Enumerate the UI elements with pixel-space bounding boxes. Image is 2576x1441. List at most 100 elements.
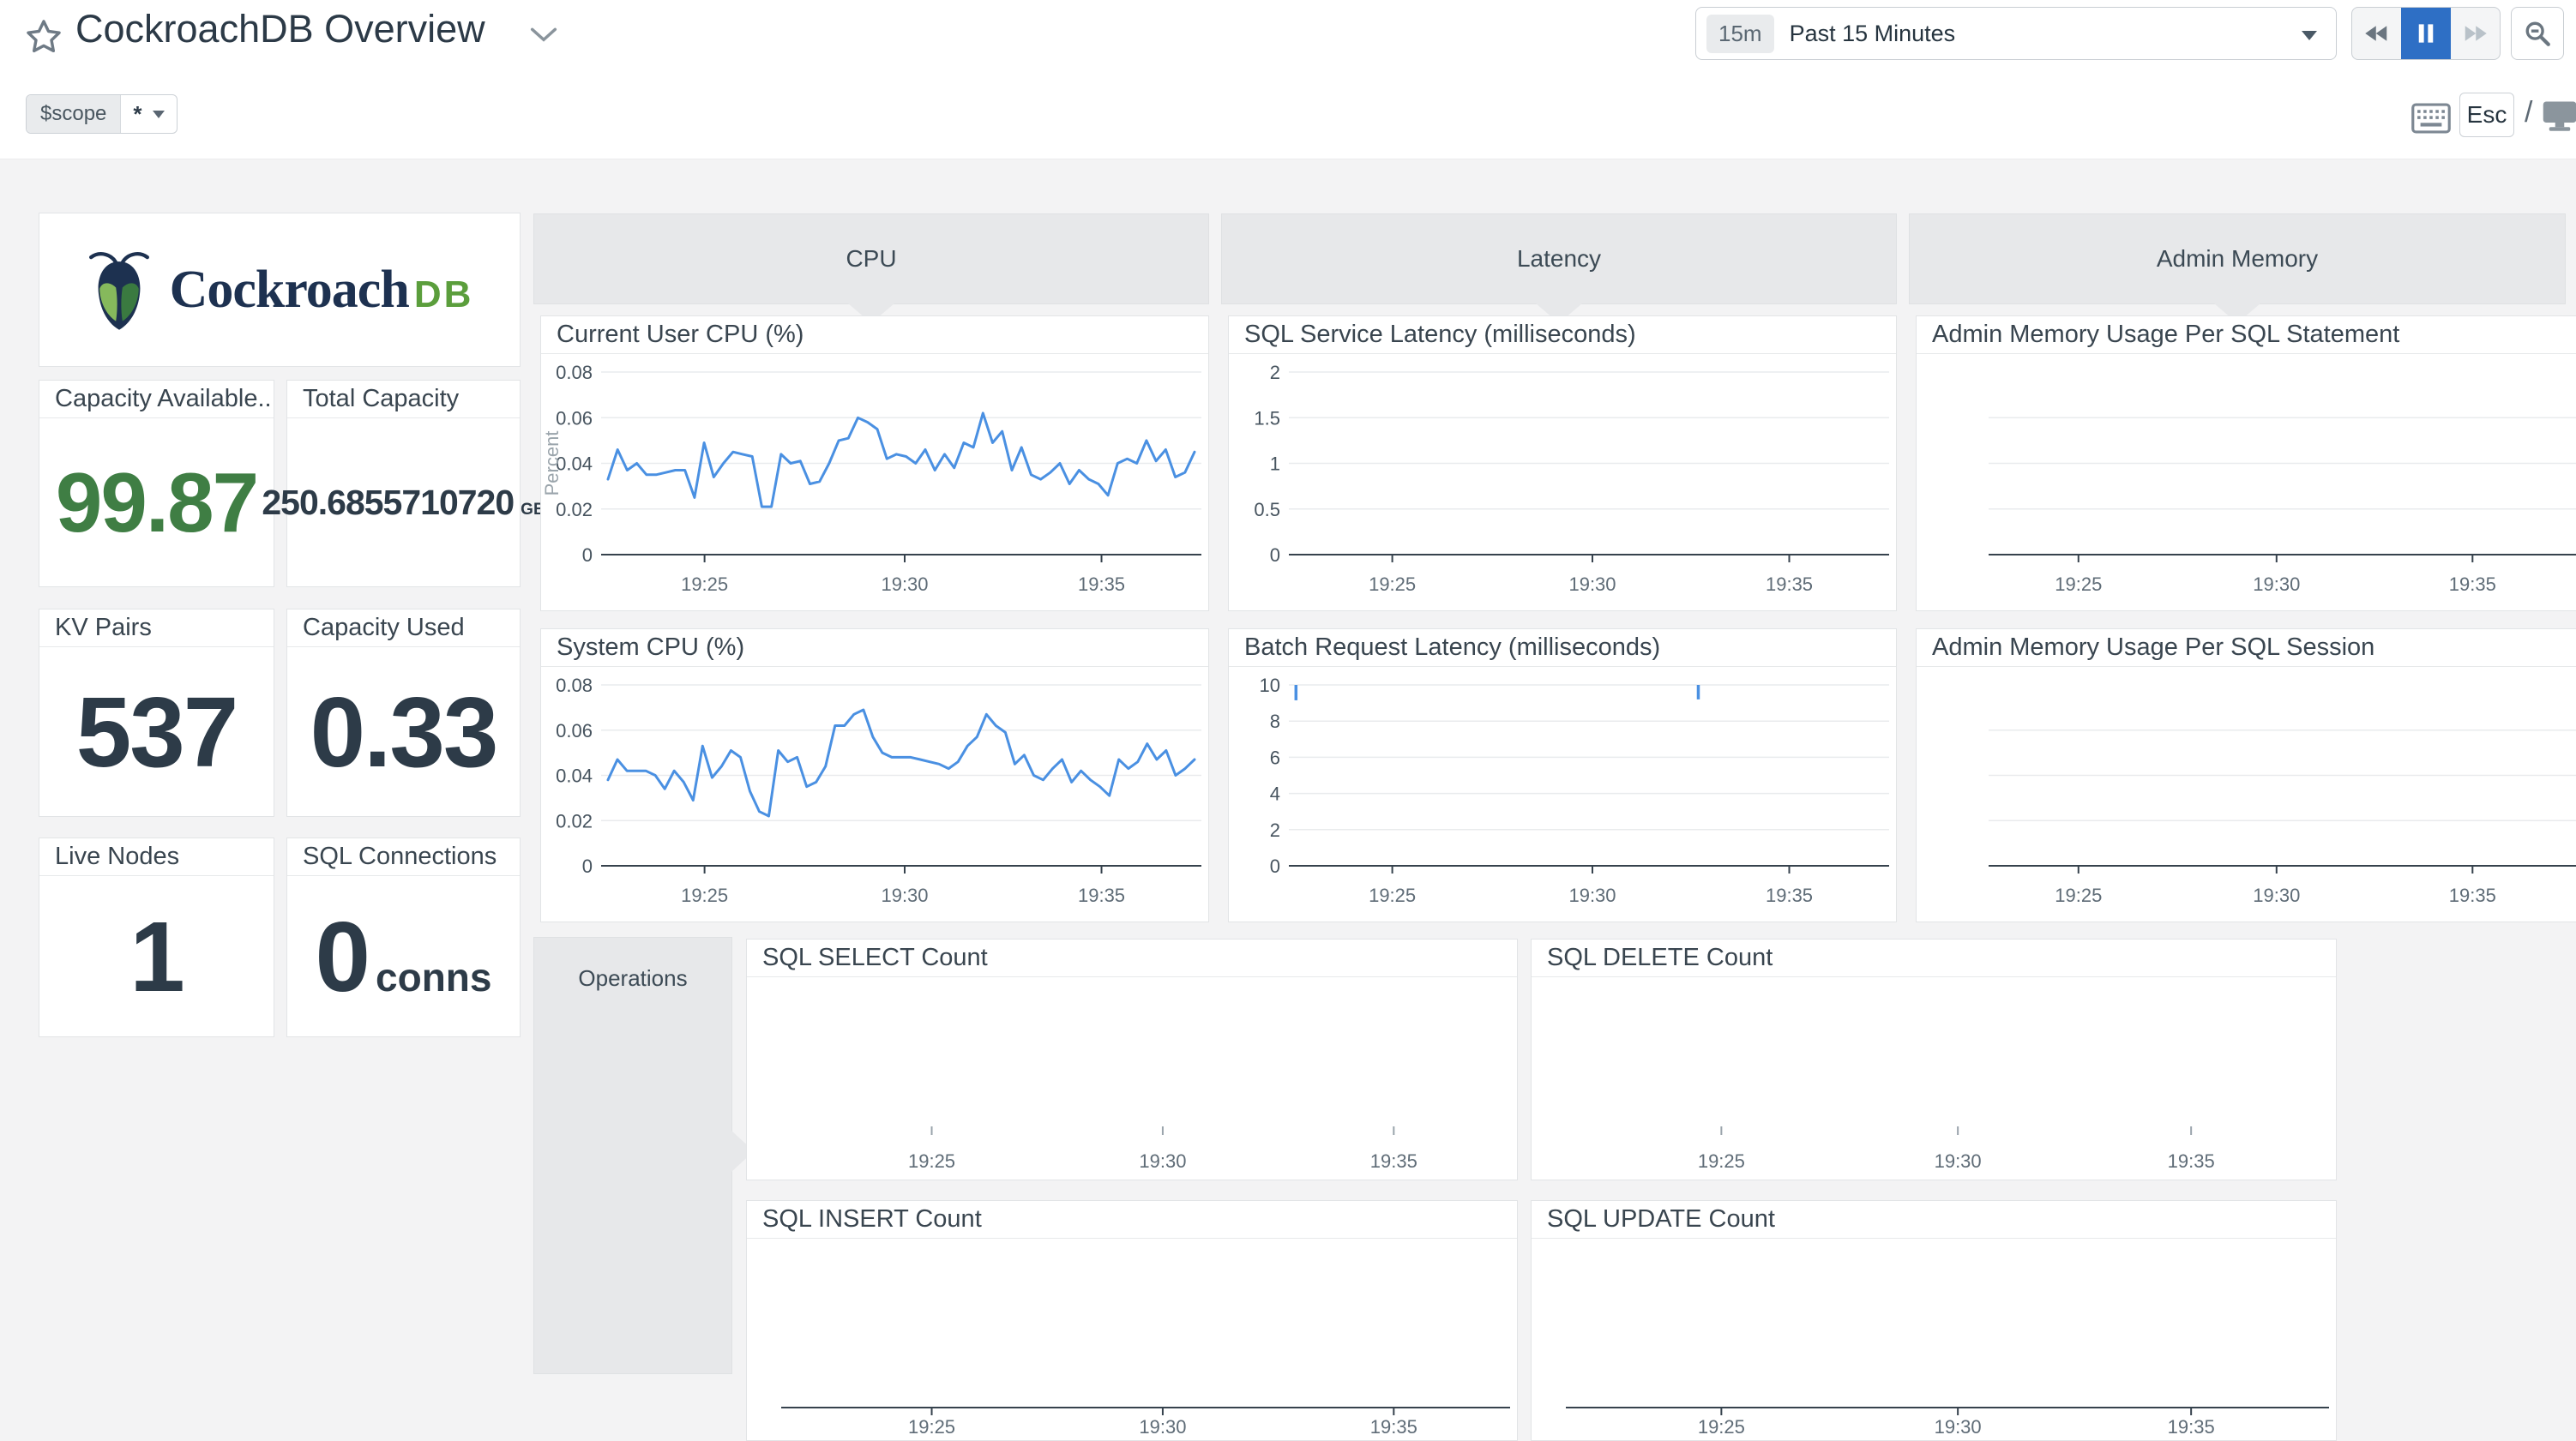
chart-plot[interactable]: 0 2 4 6 8 10 19:25 19:30 19:35: [1229, 668, 1896, 922]
favorite-star-icon[interactable]: [24, 17, 63, 57]
stat-capacity-available: Capacity Available... 99.87: [39, 380, 274, 587]
chart-admin-memory-per-sql-statement[interactable]: Admin Memory Usage Per SQL Statement 19:…: [1916, 315, 2576, 611]
chart-plot[interactable]: 19:25 19:30 19:35: [1532, 1240, 2336, 1440]
chart-plot[interactable]: 19:25 19:30 19:35: [1917, 355, 2576, 610]
chart-title: SQL Service Latency (milliseconds): [1229, 316, 1896, 354]
chart-sql-update-count[interactable]: SQL UPDATE Count 19:25 19:30 19:35: [1531, 1200, 2337, 1441]
chart-title: Admin Memory Usage Per SQL Session: [1917, 629, 2576, 667]
group-header-cpu: CPU: [533, 213, 1209, 323]
svg-text:0.08: 0.08: [556, 362, 593, 383]
svg-text:19:25: 19:25: [908, 1150, 955, 1172]
stat-title: SQL Connections: [287, 838, 520, 876]
svg-text:0.06: 0.06: [556, 407, 593, 429]
group-label: Admin Memory: [2156, 245, 2319, 272]
stat-value: 0.33: [310, 676, 499, 788]
chart-plot[interactable]: 19:25 19:30 19:35: [747, 978, 1517, 1180]
svg-text:10: 10: [1260, 675, 1280, 696]
scope-variable-name: $scope: [27, 95, 122, 133]
pause-button[interactable]: [2401, 8, 2451, 59]
cockroach-bug-icon: [88, 252, 149, 330]
page-title: CockroachDB Overview: [75, 7, 485, 51]
chart-batch-request-latency[interactable]: Batch Request Latency (milliseconds) 0 2 4…: [1228, 628, 1897, 922]
chart-plot[interactable]: 19:25 19:30 19:35: [1917, 668, 2576, 922]
fast-forward-button[interactable]: [2451, 8, 2500, 59]
svg-text:2: 2: [1270, 362, 1280, 383]
svg-text:19:25: 19:25: [2055, 573, 2102, 595]
svg-text:19:25: 19:25: [2055, 885, 2102, 906]
svg-text:19:30: 19:30: [881, 885, 928, 906]
chart-sql-insert-count[interactable]: SQL INSERT Count 19:25 19:30 19:35: [746, 1200, 1518, 1441]
chart-plot[interactable]: 19:25 19:30 19:35: [747, 1240, 1517, 1440]
zoom-out-button[interactable]: [2511, 7, 2564, 60]
chart-title: SQL SELECT Count: [747, 940, 1517, 977]
svg-text:19:35: 19:35: [1370, 1150, 1417, 1172]
tv-mode-icon[interactable]: [2542, 99, 2576, 134]
svg-text:19:35: 19:35: [2449, 573, 2496, 595]
chart-plot[interactable]: 19:25 19:30 19:35: [1532, 978, 2336, 1180]
scope-template-variable[interactable]: $scope *: [26, 94, 178, 134]
svg-text:19:30: 19:30: [881, 573, 928, 595]
keyboard-shortcuts-icon[interactable]: [2411, 103, 2451, 134]
svg-text:19:25: 19:25: [1698, 1150, 1745, 1172]
title-menu-chevron-down-icon[interactable]: [530, 26, 557, 45]
stat-value: 99.87: [55, 455, 259, 549]
stat-sql-connections: SQL Connections 0 conns: [286, 838, 521, 1037]
svg-text:19:25: 19:25: [681, 573, 728, 595]
svg-text:1.5: 1.5: [1254, 407, 1280, 429]
chart-plot[interactable]: 0 0.02 0.04 0.06 0.08 19:25 19:30 19:35: [541, 668, 1208, 922]
time-range-selector[interactable]: 15m Past 15 Minutes: [1695, 7, 2337, 60]
chart-plot[interactable]: 0 0.02 0.04 0.06 0.08 19:25 19:30 19:35 Percent: [541, 355, 1208, 610]
chart-title: Current User CPU (%): [541, 316, 1208, 354]
logo-wordmark: Cockroach: [169, 260, 410, 319]
svg-text:19:35: 19:35: [1766, 573, 1813, 595]
group-label: Operations: [578, 965, 688, 991]
svg-text:19:30: 19:30: [1935, 1150, 1982, 1172]
svg-text:19:30: 19:30: [2253, 573, 2300, 595]
svg-text:19:25: 19:25: [908, 1416, 955, 1438]
svg-text:Percent: Percent: [541, 431, 563, 496]
svg-text:0: 0: [1270, 544, 1280, 566]
stat-title: Capacity Available...: [39, 381, 274, 418]
chart-sql-select-count[interactable]: SQL SELECT Count 19:25 19:30 19:35: [746, 939, 1518, 1180]
svg-text:19:30: 19:30: [1568, 573, 1616, 595]
chart-title: SQL UPDATE Count: [1532, 1201, 2336, 1239]
svg-text:19:30: 19:30: [1568, 885, 1616, 906]
stat-live-nodes: Live Nodes 1: [39, 838, 274, 1037]
chart-admin-memory-per-sql-session[interactable]: Admin Memory Usage Per SQL Session 19:25…: [1916, 628, 2576, 922]
svg-text:2: 2: [1270, 820, 1280, 841]
svg-text:19:30: 19:30: [1935, 1416, 1982, 1438]
svg-text:0.5: 0.5: [1254, 499, 1280, 520]
stat-capacity-used: Capacity Used 0.33: [286, 609, 521, 817]
cockroachdb-logo: Cockroach DB: [39, 213, 520, 366]
svg-text:19:35: 19:35: [2168, 1150, 2215, 1172]
esc-button[interactable]: Esc: [2459, 93, 2514, 137]
chart-sql-delete-count[interactable]: SQL DELETE Count 19:25 19:30 19:35: [1531, 939, 2337, 1180]
chart-current-user-cpu[interactable]: Current User CPU (%) 0 0.02 0.04 0.06 0.08 19…: [540, 315, 1209, 611]
svg-text:19:35: 19:35: [1078, 885, 1125, 906]
stat-title: Live Nodes: [39, 838, 274, 876]
group-label: Latency: [1516, 245, 1602, 272]
svg-text:0.04: 0.04: [556, 453, 593, 475]
svg-text:19:35: 19:35: [1766, 885, 1813, 906]
svg-text:0.02: 0.02: [556, 810, 593, 832]
timeframe-media-controls: [2351, 7, 2501, 60]
chart-plot[interactable]: 0 0.5 1 1.5 2 19:25 19:30 19:35: [1229, 355, 1896, 610]
time-range-label: Past 15 Minutes: [1789, 20, 1956, 46]
rewind-button[interactable]: [2352, 8, 2401, 59]
svg-text:0.06: 0.06: [556, 720, 593, 742]
chart-title: System CPU (%): [541, 629, 1208, 667]
stat-value: 537: [75, 676, 239, 788]
svg-text:19:35: 19:35: [2168, 1416, 2215, 1438]
svg-text:0: 0: [582, 544, 593, 566]
svg-text:19:35: 19:35: [2449, 885, 2496, 906]
svg-text:6: 6: [1270, 747, 1280, 768]
caret-down-icon: [2302, 31, 2317, 40]
chart-sql-service-latency[interactable]: SQL Service Latency (milliseconds) 0 0.5 1…: [1228, 315, 1897, 611]
chart-title: Admin Memory Usage Per SQL Statement: [1917, 316, 2576, 354]
chart-system-cpu[interactable]: System CPU (%) 0 0.02 0.04 0.06 0.08 19:25 19:…: [540, 628, 1209, 922]
svg-text:0.08: 0.08: [556, 675, 593, 696]
caret-down-icon: [152, 110, 165, 118]
stat-unit: GB: [521, 501, 545, 519]
stat-value: 250.6855710720: [262, 483, 515, 522]
group-header-operations: Operations: [533, 937, 754, 1374]
